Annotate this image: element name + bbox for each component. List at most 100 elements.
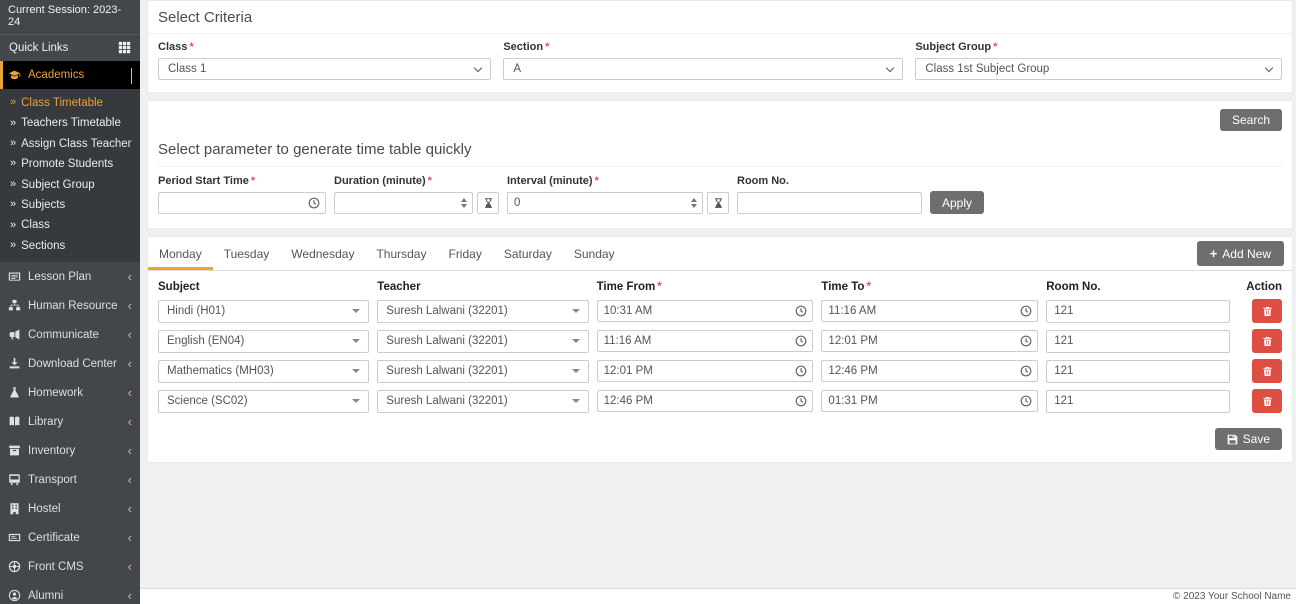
submenu-item-assign-class-teacher[interactable]: » Assign Class Teacher bbox=[0, 134, 140, 154]
submenu-item-class[interactable]: » Class bbox=[0, 215, 140, 235]
submenu-item-teachers-timetable[interactable]: » Teachers Timetable bbox=[0, 113, 140, 133]
delete-row-button[interactable] bbox=[1252, 389, 1282, 413]
subject-select[interactable]: Science (SC02) bbox=[158, 389, 370, 413]
subject-group-select[interactable]: Class 1st Subject Group bbox=[915, 58, 1282, 80]
class-select-value: Class 1 bbox=[168, 63, 207, 75]
hourglass-icon[interactable] bbox=[707, 192, 729, 214]
duration-input[interactable] bbox=[335, 197, 459, 209]
number-spinner[interactable] bbox=[689, 198, 702, 208]
room-input[interactable] bbox=[738, 197, 921, 209]
subject-select[interactable]: English (EN04) bbox=[158, 329, 370, 353]
sidebar-item-hostel[interactable]: Hostel ‹ bbox=[0, 494, 140, 523]
teacher-select[interactable]: Suresh Lalwani (32201) bbox=[377, 359, 589, 383]
tab-friday[interactable]: Friday bbox=[437, 239, 492, 269]
teacher-select[interactable]: Suresh Lalwani (32201) bbox=[377, 329, 589, 353]
number-spinner[interactable] bbox=[459, 198, 472, 208]
delete-row-button[interactable] bbox=[1252, 299, 1282, 323]
row-room-input[interactable] bbox=[1046, 329, 1230, 353]
sidebar-item-library[interactable]: Library ‹ bbox=[0, 407, 140, 436]
chevron-left-icon: ‹ bbox=[127, 356, 132, 371]
time-to-input[interactable] bbox=[822, 305, 1019, 317]
sidebar-item-label: Front CMS bbox=[28, 560, 84, 573]
subject-select[interactable]: Hindi (H01) bbox=[158, 299, 370, 323]
subject-select-value: Science (SC02) bbox=[167, 395, 248, 407]
clock-icon[interactable] bbox=[793, 365, 812, 377]
main-content: Select Criteria Class * Class 1 Section * … bbox=[140, 0, 1296, 604]
clock-icon[interactable] bbox=[1018, 305, 1037, 317]
clock-icon[interactable] bbox=[793, 335, 812, 347]
clock-icon[interactable] bbox=[1018, 365, 1037, 377]
subject-group-field: Subject Group * Class 1st Subject Group bbox=[915, 41, 1282, 80]
search-button[interactable]: Search bbox=[1219, 109, 1282, 131]
time-from-input[interactable] bbox=[597, 365, 794, 377]
chevron-left-icon: ‹ bbox=[127, 269, 132, 284]
sidebar-item-transport[interactable]: Transport ‹ bbox=[0, 465, 140, 494]
delete-row-button[interactable] bbox=[1252, 359, 1282, 383]
chevron-down-icon bbox=[571, 369, 580, 373]
class-select[interactable]: Class 1 bbox=[158, 58, 492, 80]
add-new-button[interactable]: + Add New bbox=[1196, 241, 1284, 266]
submenu-item-class-timetable[interactable]: » Class Timetable bbox=[0, 93, 140, 113]
apply-button[interactable]: Apply bbox=[930, 191, 985, 214]
clock-icon[interactable] bbox=[793, 305, 812, 317]
sidebar-item-human-resource[interactable]: Human Resource ‹ bbox=[0, 291, 140, 320]
hourglass-icon[interactable] bbox=[477, 192, 499, 214]
interval-label: Interval (minute) * bbox=[507, 175, 599, 187]
submenu-item-sections[interactable]: » Sections bbox=[0, 236, 140, 256]
tab-wednesday[interactable]: Wednesday bbox=[280, 239, 365, 269]
clock-icon[interactable] bbox=[793, 395, 812, 407]
time-from-input[interactable] bbox=[597, 335, 794, 347]
sidebar-item-alumni[interactable]: Alumni ‹ bbox=[0, 581, 140, 604]
teacher-select[interactable]: Suresh Lalwani (32201) bbox=[377, 389, 589, 413]
save-button[interactable]: Save bbox=[1214, 428, 1282, 450]
parameters-card: Search Select parameter to generate time… bbox=[147, 100, 1293, 229]
submenu-item-subject-group[interactable]: » Subject Group bbox=[0, 175, 140, 195]
subject-select[interactable]: Mathematics (MH03) bbox=[158, 359, 370, 383]
tab-saturday[interactable]: Saturday bbox=[493, 239, 563, 269]
sidebar-item-front-cms[interactable]: Front CMS ‹ bbox=[0, 552, 140, 581]
sidebar-item-certificate[interactable]: Certificate ‹ bbox=[0, 523, 140, 552]
time-to-input[interactable] bbox=[822, 365, 1019, 377]
sidebar-item-inventory[interactable]: Inventory ‹ bbox=[0, 436, 140, 465]
time-to-input[interactable] bbox=[822, 395, 1019, 407]
chevron-down-icon bbox=[352, 339, 361, 343]
sidebar-item-label: Academics bbox=[28, 69, 85, 81]
submenu-item-promote-students[interactable]: » Promote Students bbox=[0, 154, 140, 174]
chevron-down-icon bbox=[886, 63, 895, 72]
download-icon bbox=[8, 357, 21, 370]
sidebar-item-academics[interactable]: Academics bbox=[0, 61, 140, 89]
submenu-item-subjects[interactable]: » Subjects bbox=[0, 195, 140, 215]
sidebar-item-lesson-plan[interactable]: Lesson Plan ‹ bbox=[0, 262, 140, 291]
interval-input[interactable] bbox=[508, 197, 689, 209]
section-select[interactable]: A bbox=[503, 58, 904, 80]
clock-icon[interactable] bbox=[1018, 395, 1037, 407]
class-label: Class * bbox=[158, 41, 194, 53]
sidebar-item-label: Transport bbox=[28, 473, 77, 486]
sidebar-item-homework[interactable]: Homework ‹ bbox=[0, 378, 140, 407]
time-to-input[interactable] bbox=[822, 335, 1019, 347]
row-room-input[interactable] bbox=[1046, 299, 1230, 323]
tab-thursday[interactable]: Thursday bbox=[365, 239, 437, 269]
clock-icon[interactable] bbox=[1018, 335, 1037, 347]
save-icon bbox=[1227, 434, 1238, 445]
period-start-input[interactable] bbox=[159, 197, 306, 209]
sidebar-item-download-center[interactable]: Download Center ‹ bbox=[0, 349, 140, 378]
clock-icon[interactable] bbox=[306, 197, 325, 209]
tab-tuesday[interactable]: Tuesday bbox=[213, 239, 281, 269]
timetable-rows: Hindi (H01) Suresh Lalwani (32201) English… bbox=[148, 296, 1292, 416]
time-from-input[interactable] bbox=[597, 305, 794, 317]
row-room-input[interactable] bbox=[1046, 359, 1230, 383]
tab-monday[interactable]: Monday bbox=[148, 239, 213, 270]
time-from-input[interactable] bbox=[597, 395, 794, 407]
quick-links[interactable]: Quick Links bbox=[0, 35, 140, 61]
select-criteria-card: Select Criteria Class * Class 1 Section * … bbox=[147, 0, 1293, 93]
teacher-select[interactable]: Suresh Lalwani (32201) bbox=[377, 299, 589, 323]
row-room-input[interactable] bbox=[1046, 389, 1230, 413]
section-select-value: A bbox=[513, 63, 521, 75]
sidebar-item-communicate[interactable]: Communicate ‹ bbox=[0, 320, 140, 349]
subject-group-label: Subject Group * bbox=[915, 41, 998, 53]
tab-sunday[interactable]: Sunday bbox=[563, 239, 626, 269]
chevron-down-icon bbox=[571, 399, 580, 403]
timetable-card: Monday Tuesday Wednesday Thursday Friday Satu… bbox=[147, 236, 1293, 463]
delete-row-button[interactable] bbox=[1252, 329, 1282, 353]
